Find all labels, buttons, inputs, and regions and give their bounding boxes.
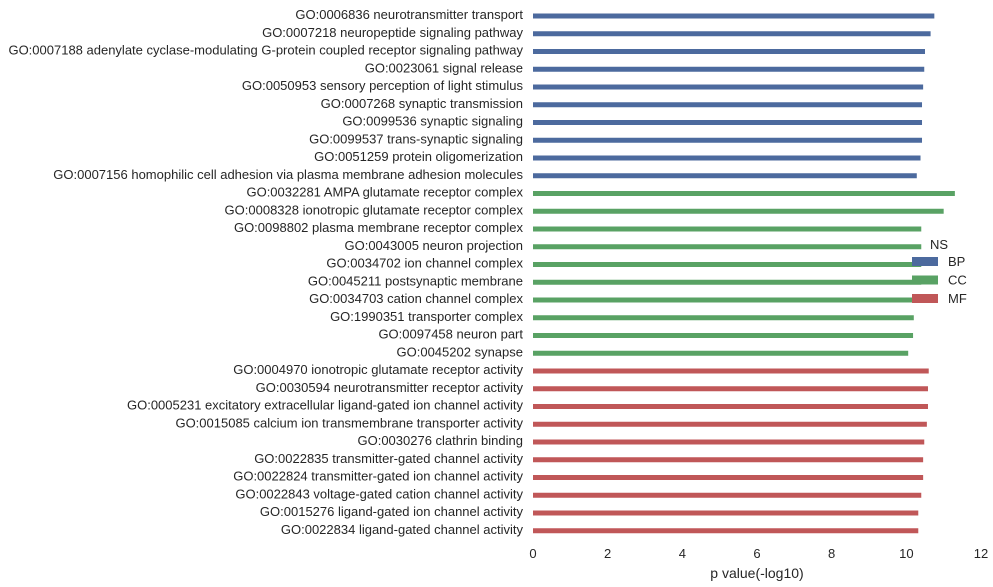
x-tick-label: 2	[604, 546, 611, 561]
legend-swatch-bp	[912, 257, 938, 266]
x-axis-title: p value(-log10)	[710, 565, 803, 581]
bar-mf-2	[533, 386, 928, 392]
category-label: GO:0030594 neurotransmitter receptor act…	[256, 380, 524, 395]
category-label: GO:0007188 adenylate cyclase-modulating …	[8, 43, 523, 58]
bar-bp-9	[533, 155, 921, 161]
x-tick-label: 10	[899, 546, 913, 561]
x-tick-label: 6	[753, 546, 760, 561]
category-label: GO:0022843 voltage-gated cation channel …	[235, 486, 523, 501]
category-label: GO:0045211 postsynaptic membrane	[308, 273, 523, 288]
bar-cc-1	[533, 191, 955, 196]
legend-label-cc: CC	[948, 273, 967, 288]
x-tick-label: 8	[828, 546, 835, 561]
legend-swatch-mf	[912, 294, 938, 303]
bar-cc-10	[533, 350, 909, 356]
x-axis-ticks-group: 0 2 4 6 8 10 12	[529, 546, 988, 561]
bar-bp-3	[533, 49, 925, 54]
category-label: GO:0004970 ionotropic glutamate receptor…	[233, 362, 523, 377]
bar-bp-10	[533, 173, 917, 179]
category-label: GO:0099536 synaptic signaling	[342, 114, 523, 129]
category-label: GO:0034702 ion channel complex	[326, 256, 523, 271]
bar-mf-3	[533, 404, 928, 409]
x-tick-label: 12	[974, 546, 988, 561]
category-label: GO:0097458 neuron part	[378, 327, 523, 342]
bar-cc-9	[533, 333, 914, 338]
legend-swatch-cc	[912, 275, 938, 285]
legend-title: NS	[930, 237, 948, 252]
bar-mf-4	[533, 421, 927, 427]
category-label: GO:0030276 clathrin binding	[357, 433, 523, 448]
category-label: GO:0015085 calcium ion transmembrane tra…	[175, 415, 523, 430]
bar-mf-7	[533, 475, 924, 480]
category-label: GO:0051259 protein oligomerization	[314, 149, 523, 164]
bar-bp-8	[533, 137, 923, 143]
category-label: GO:0050953 sensory perception of light s…	[242, 78, 524, 93]
category-label: GO:0022824 transmitter-gated ion channel…	[233, 469, 523, 484]
category-label: GO:0034703 cation channel complex	[309, 291, 523, 306]
bar-bp-2	[533, 31, 931, 37]
bar-cc-6	[533, 279, 922, 285]
category-labels-group: GO:0006836 neurotransmitter transport GO:…	[8, 7, 523, 537]
bar-mf-5	[533, 439, 925, 445]
bar-bp-6	[533, 102, 923, 108]
category-label: GO:0005231 excitatory extracellular liga…	[127, 398, 524, 413]
bar-cc-5	[533, 262, 922, 267]
bar-mf-8	[533, 492, 922, 498]
category-label: GO:0022834 ligand-gated channel activity	[281, 522, 524, 537]
category-label: GO:1990351 transporter complex	[330, 309, 523, 324]
legend: NS BP CC MF	[912, 237, 967, 306]
category-label: GO:0006836 neurotransmitter transport	[295, 7, 523, 22]
bar-mf-9	[533, 510, 919, 516]
bar-bp-4	[533, 66, 925, 72]
bar-cc-2	[533, 208, 944, 214]
bar-cc-4	[533, 244, 922, 250]
category-label: GO:0099537 trans-synaptic signaling	[309, 131, 523, 146]
x-tick-label: 0	[529, 546, 536, 561]
category-label: GO:0023061 signal release	[365, 60, 523, 75]
bar-mf-6	[533, 457, 924, 463]
category-label: GO:0045202 synapse	[397, 344, 523, 359]
category-label: GO:0015276 ligand-gated ion channel acti…	[260, 504, 524, 519]
legend-label-mf: MF	[948, 291, 967, 306]
category-label: GO:0098802 plasma membrane receptor comp…	[234, 220, 524, 235]
bar-bp-7	[533, 120, 923, 125]
bar-cc-7	[533, 297, 922, 303]
category-label: GO:0032281 AMPA glutamate receptor compl…	[246, 185, 523, 200]
bars-group	[533, 13, 955, 534]
bar-mf-10	[533, 528, 919, 534]
category-label: GO:0022835 transmitter-gated channel act…	[254, 451, 523, 466]
category-label: GO:0043005 neuron projection	[344, 238, 523, 253]
bar-bp-1	[533, 13, 935, 19]
bar-cc-3	[533, 226, 922, 232]
category-label: GO:0007156 homophilic cell adhesion via …	[53, 167, 523, 182]
x-tick-label: 4	[679, 546, 686, 561]
category-label: GO:0007218 neuropeptide signaling pathwa…	[262, 25, 523, 40]
category-label: GO:0008328 ionotropic glutamate receptor…	[225, 202, 524, 217]
legend-label-bp: BP	[948, 254, 965, 269]
category-label: GO:0007268 synaptic transmission	[321, 96, 523, 111]
bar-mf-1	[533, 368, 929, 374]
bar-cc-8	[533, 315, 914, 321]
bar-bp-5	[533, 84, 924, 90]
